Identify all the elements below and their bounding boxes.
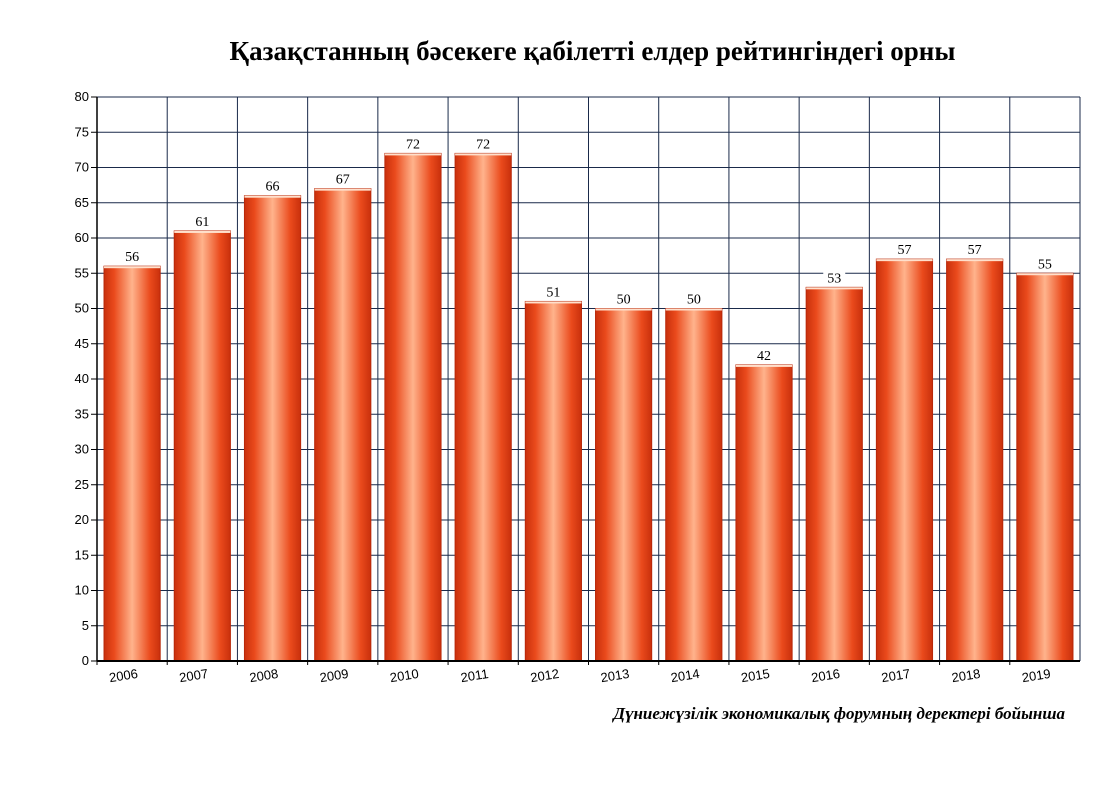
data-label-2016: 53 bbox=[827, 271, 841, 286]
y-tick-label: 35 bbox=[75, 406, 89, 421]
bar-top-highlight bbox=[104, 266, 161, 269]
data-label-2014: 50 bbox=[687, 293, 701, 308]
data-label-2011: 72 bbox=[476, 137, 490, 152]
x-tick-label: 2019 bbox=[1021, 666, 1052, 685]
y-tick-label: 25 bbox=[75, 477, 89, 492]
data-label-bg bbox=[682, 290, 705, 307]
bar-2008 bbox=[243, 195, 302, 662]
chart-title: Қазақстанның бәсекеге қабілетті елдер ре… bbox=[229, 36, 956, 66]
source-note: Дүниежүзілік экономикалық форумның дерек… bbox=[613, 704, 1065, 723]
data-label-bg bbox=[331, 170, 354, 187]
y-tick-label: 50 bbox=[75, 301, 89, 316]
data-label-bg bbox=[121, 248, 144, 265]
bar-top-highlight bbox=[455, 153, 512, 156]
x-tick-label: 2009 bbox=[319, 666, 350, 685]
y-tick-label: 65 bbox=[75, 195, 89, 210]
bar-top-highlight bbox=[314, 188, 371, 191]
y-tick-label: 10 bbox=[75, 583, 89, 598]
x-tick-label: 2012 bbox=[529, 666, 560, 685]
data-label-bg bbox=[191, 212, 214, 229]
data-label-2006: 56 bbox=[125, 250, 139, 265]
bar-top-highlight bbox=[946, 259, 1003, 262]
y-tick-label: 45 bbox=[75, 336, 89, 351]
axes: 0 5 10 15 20 25 30 35 40 45 50 55 60 65 70 75 80 2006 2007… bbox=[75, 89, 1080, 685]
bar-top-highlight bbox=[806, 287, 863, 290]
data-label-bg bbox=[753, 346, 776, 363]
data-label-2009: 67 bbox=[336, 173, 350, 188]
data-label-bg bbox=[261, 177, 284, 194]
bar-2018 bbox=[946, 258, 1004, 662]
x-tick-label: 2013 bbox=[599, 666, 630, 685]
data-label-2010: 72 bbox=[406, 137, 420, 152]
data-label-bg bbox=[1033, 255, 1056, 272]
y-tick-label: 5 bbox=[82, 618, 89, 633]
data-label-bg bbox=[401, 135, 424, 152]
bar-2013 bbox=[595, 308, 653, 662]
y-tick-label: 20 bbox=[75, 512, 89, 527]
data-label-2017: 57 bbox=[897, 243, 911, 258]
x-tick-label: 2014 bbox=[670, 666, 701, 685]
x-tick-label: 2008 bbox=[248, 666, 279, 685]
bar-2010 bbox=[384, 152, 442, 662]
data-label-2012: 51 bbox=[546, 285, 560, 300]
data-label-bg bbox=[472, 135, 495, 152]
bar-top-highlight bbox=[595, 308, 652, 311]
data-labels: 56 61 66 67 72 72 51 50 50 42 53 57 57 55 bbox=[121, 135, 1056, 364]
data-label-bg bbox=[963, 241, 986, 258]
x-tick-label: 2015 bbox=[740, 666, 771, 685]
x-tick-label: 2006 bbox=[108, 666, 139, 685]
data-label-2013: 50 bbox=[617, 293, 631, 308]
x-tick-label: 2017 bbox=[880, 666, 911, 685]
bar-2015 bbox=[735, 364, 793, 662]
bar-top-highlight bbox=[384, 153, 442, 156]
x-tick-label: 2010 bbox=[389, 666, 420, 685]
data-label-bg bbox=[542, 283, 565, 300]
bar-2007 bbox=[173, 230, 231, 662]
bar-top-highlight bbox=[735, 364, 793, 367]
bar-2006 bbox=[103, 265, 161, 662]
y-tick-label: 30 bbox=[75, 442, 89, 457]
bar-top-highlight bbox=[174, 230, 231, 233]
bar-2016 bbox=[805, 286, 863, 662]
data-label-2008: 66 bbox=[266, 180, 280, 195]
y-tick-label: 80 bbox=[75, 89, 89, 104]
data-label-2007: 61 bbox=[195, 215, 209, 230]
y-tick-label: 60 bbox=[75, 230, 89, 245]
bar-top-highlight bbox=[1016, 273, 1073, 276]
data-label-2018: 57 bbox=[968, 243, 982, 258]
bar-top-highlight bbox=[244, 195, 301, 198]
data-label-bg bbox=[823, 269, 846, 286]
bar-2011 bbox=[454, 152, 512, 662]
bar-top-highlight bbox=[665, 308, 722, 311]
data-label-bg bbox=[612, 290, 635, 307]
y-tick-label: 70 bbox=[75, 160, 89, 175]
x-tick-label: 2007 bbox=[178, 666, 209, 685]
y-tick-label: 75 bbox=[75, 124, 89, 139]
bar-2017 bbox=[875, 258, 934, 662]
y-tick-label: 55 bbox=[75, 265, 89, 280]
y-tick-label: 0 bbox=[82, 653, 89, 668]
bars bbox=[103, 152, 1074, 662]
bar-top-highlight bbox=[525, 301, 582, 304]
bar-2019 bbox=[1016, 272, 1074, 662]
data-label-2019: 55 bbox=[1038, 257, 1052, 272]
y-tick-label: 15 bbox=[75, 547, 89, 562]
bar-top-highlight bbox=[876, 259, 933, 262]
x-tick-label: 2016 bbox=[810, 666, 841, 685]
x-tick-label: 2011 bbox=[459, 666, 489, 685]
y-tick-label: 40 bbox=[75, 371, 89, 386]
bar-2012 bbox=[524, 300, 582, 662]
x-tick-label: 2018 bbox=[951, 666, 982, 685]
bar-2014 bbox=[665, 308, 723, 662]
data-label-bg bbox=[893, 241, 916, 258]
data-label-2015: 42 bbox=[757, 349, 771, 364]
bar-2009 bbox=[314, 188, 372, 662]
